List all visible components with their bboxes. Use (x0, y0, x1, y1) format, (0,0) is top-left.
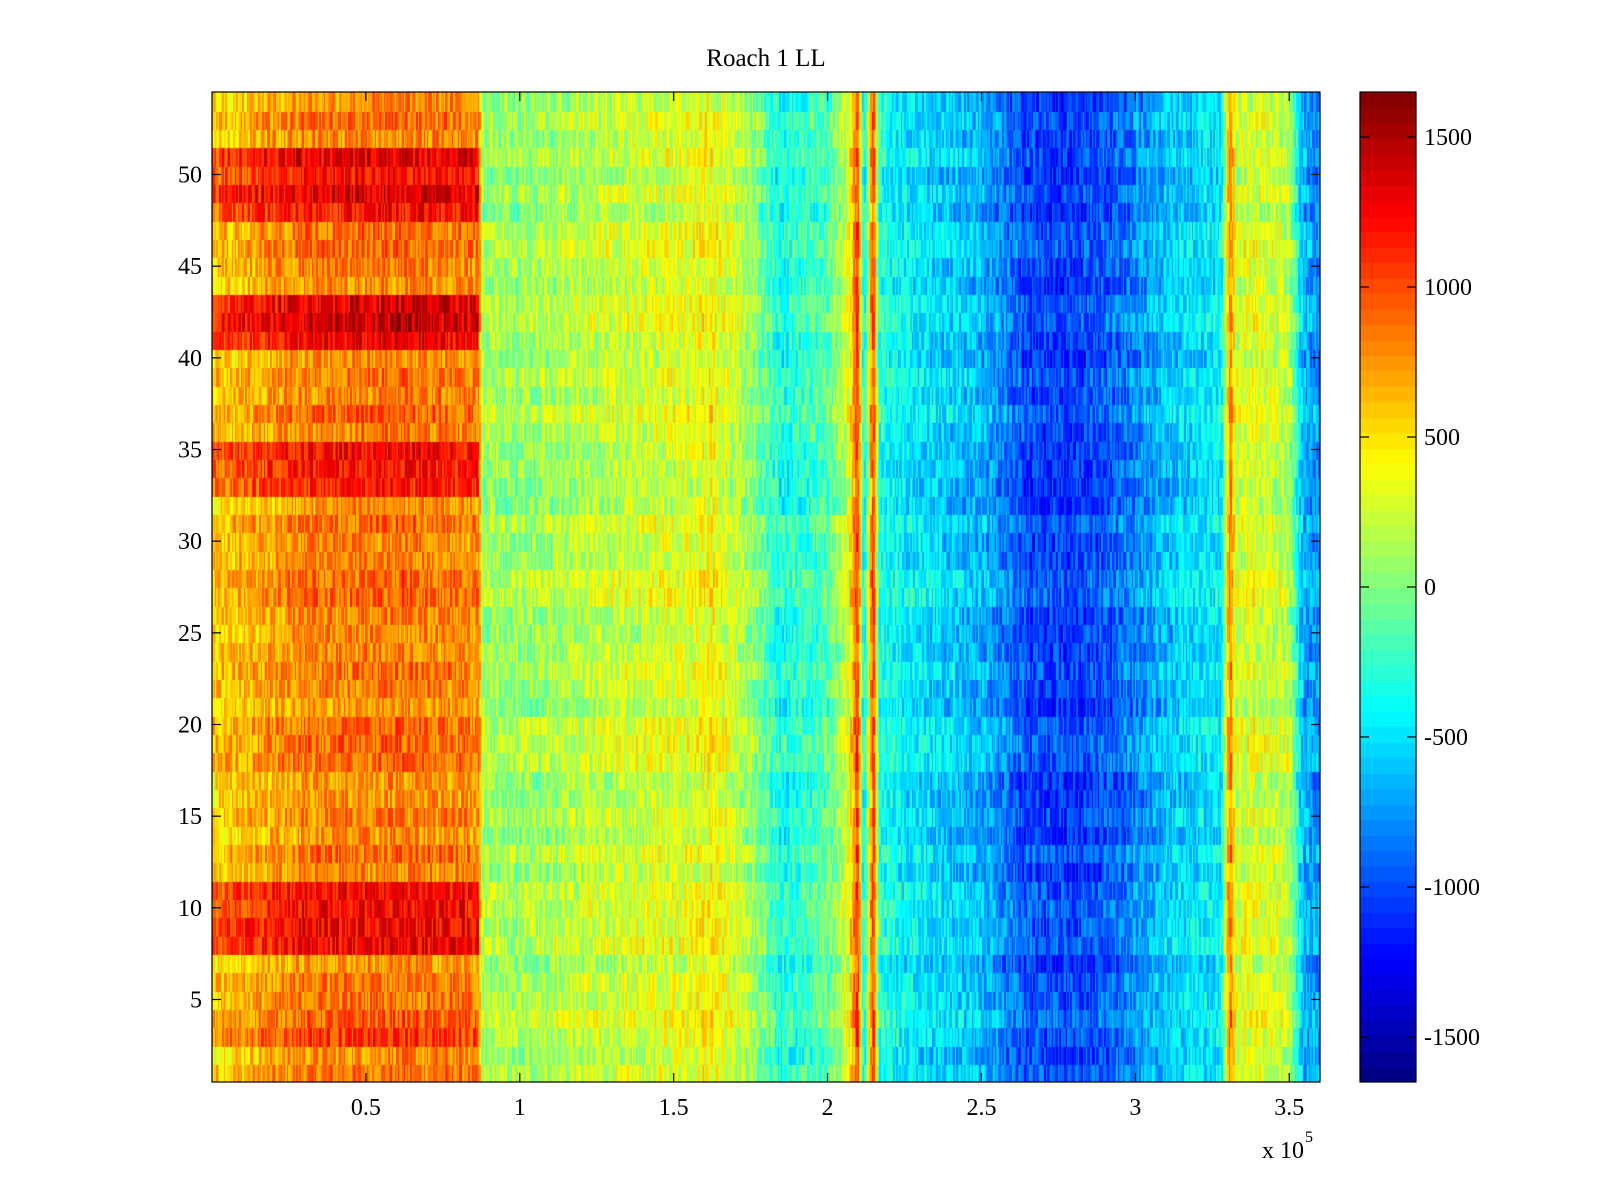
y-tick-label: 35 (178, 438, 202, 464)
y-tick-label: 30 (178, 529, 202, 555)
x-axis: 0.5 1 1.5 2 2.5 3 3.5 (351, 92, 1304, 1121)
x-tick-label: 0.5 (351, 1095, 381, 1121)
colorbar-tick-label: 500 (1424, 425, 1460, 451)
x-tick-label: 2.5 (966, 1095, 996, 1121)
y-tick-label: 40 (178, 346, 202, 372)
y-tick-label: 20 (178, 713, 202, 739)
colorbar-image (1360, 92, 1416, 1082)
y-tick-label: 45 (178, 254, 202, 280)
colorbar-tick-label: -1500 (1424, 1025, 1480, 1051)
colorbar-tick-label: 1000 (1424, 275, 1472, 301)
y-tick-label: 15 (178, 804, 202, 830)
y-tick-label: 25 (178, 621, 202, 647)
colorbar-tick-label: -500 (1424, 725, 1468, 751)
colorbar-tick-label: 0 (1424, 575, 1436, 601)
colorbar-axis: -1500 -1000 -500 0 500 1000 1500 (1360, 125, 1480, 1051)
y-tick-label: 50 (178, 163, 202, 189)
x-tick-label: 1.5 (659, 1095, 689, 1121)
chart-title: Roach 1 LL (706, 45, 825, 72)
x-scale-label: x 10 5 (1262, 1129, 1313, 1164)
x-tick-label: 1 (514, 1095, 526, 1121)
y-tick-label: 5 (190, 988, 202, 1014)
heatmap-image (212, 92, 1320, 1082)
plot-frame (211, 91, 1321, 1083)
y-axis: 5 10 15 20 25 30 35 40 45 50 (178, 163, 1320, 1014)
x-tick-label: 3.5 (1274, 1095, 1304, 1121)
colorbar-tick-label: 1500 (1424, 125, 1472, 151)
x-scale-prefix: x 10 (1262, 1138, 1304, 1164)
colorbar-tick-label: -1000 (1424, 875, 1480, 901)
x-tick-label: 2 (822, 1095, 834, 1121)
x-scale-exponent: 5 (1305, 1129, 1313, 1146)
y-tick-label: 10 (178, 896, 202, 922)
x-tick-label: 3 (1129, 1095, 1141, 1121)
